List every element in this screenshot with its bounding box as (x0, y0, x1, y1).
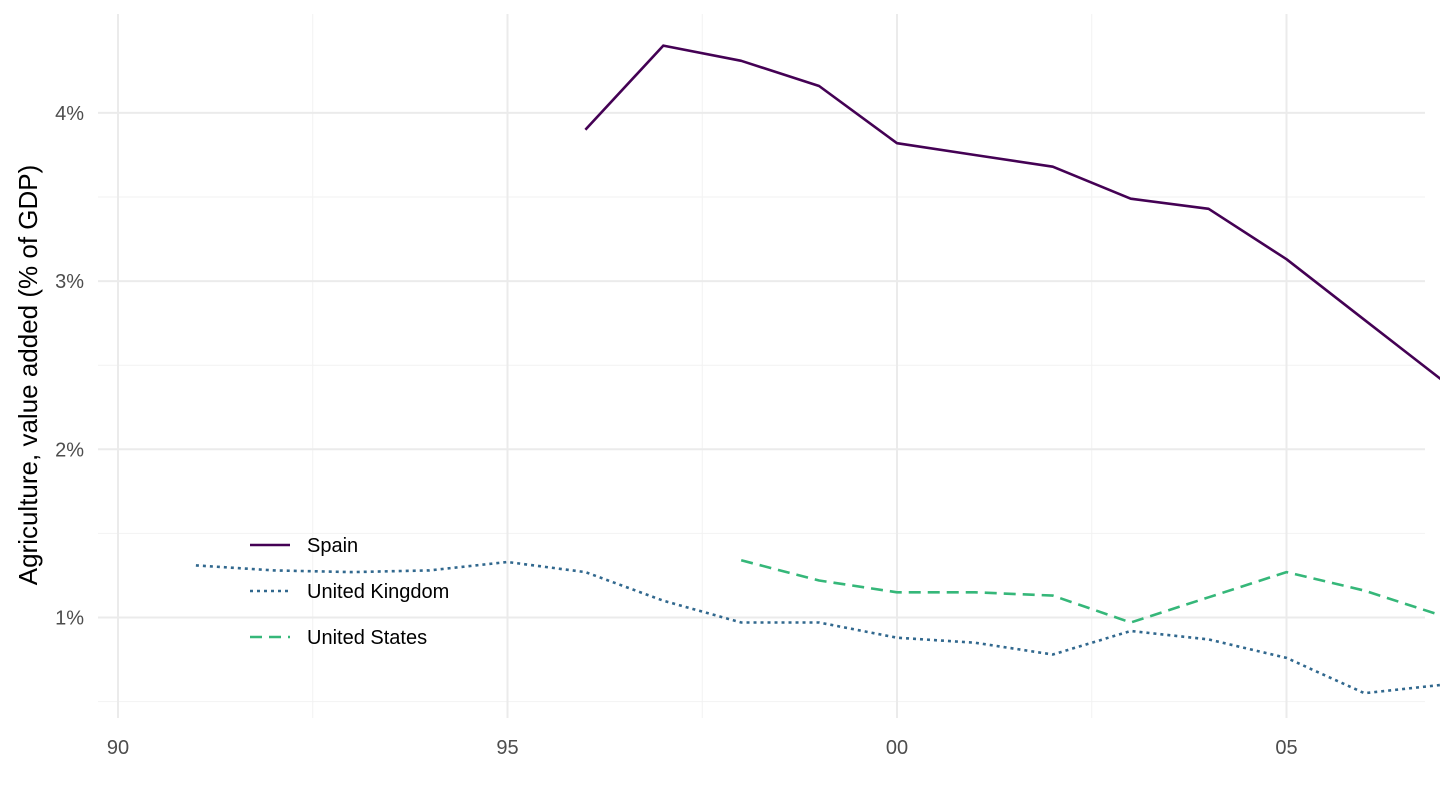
x-axis-tick-labels: 90950005101520 (107, 737, 1298, 759)
legend-label: United States (307, 627, 427, 649)
series-lines (195, 44, 1440, 695)
x-tick-label: 00 (886, 737, 908, 759)
series-line-spain (584, 44, 1440, 381)
y-tick-label: 4% (55, 103, 84, 125)
y-tick-label: 1% (55, 608, 84, 630)
x-tick-label: 90 (107, 737, 129, 759)
legend-label: Spain (307, 535, 358, 557)
legend: Spain United Kingdom United States (250, 535, 449, 649)
y-tick-label: 3% (55, 271, 84, 293)
series-line-united-states (740, 559, 1440, 624)
grid-lines (98, 14, 1425, 718)
y-tick-label: 2% (55, 439, 84, 461)
y-axis-title: Agriculture, value added (% of GDP) (13, 165, 43, 586)
x-tick-label: 95 (496, 737, 518, 759)
y-axis-tick-labels: 1% 2% 3% 4% (55, 103, 84, 630)
legend-label: United Kingdom (307, 581, 449, 603)
series-line-united-kingdom (195, 560, 1440, 695)
x-tick-label: 05 (1275, 737, 1297, 759)
